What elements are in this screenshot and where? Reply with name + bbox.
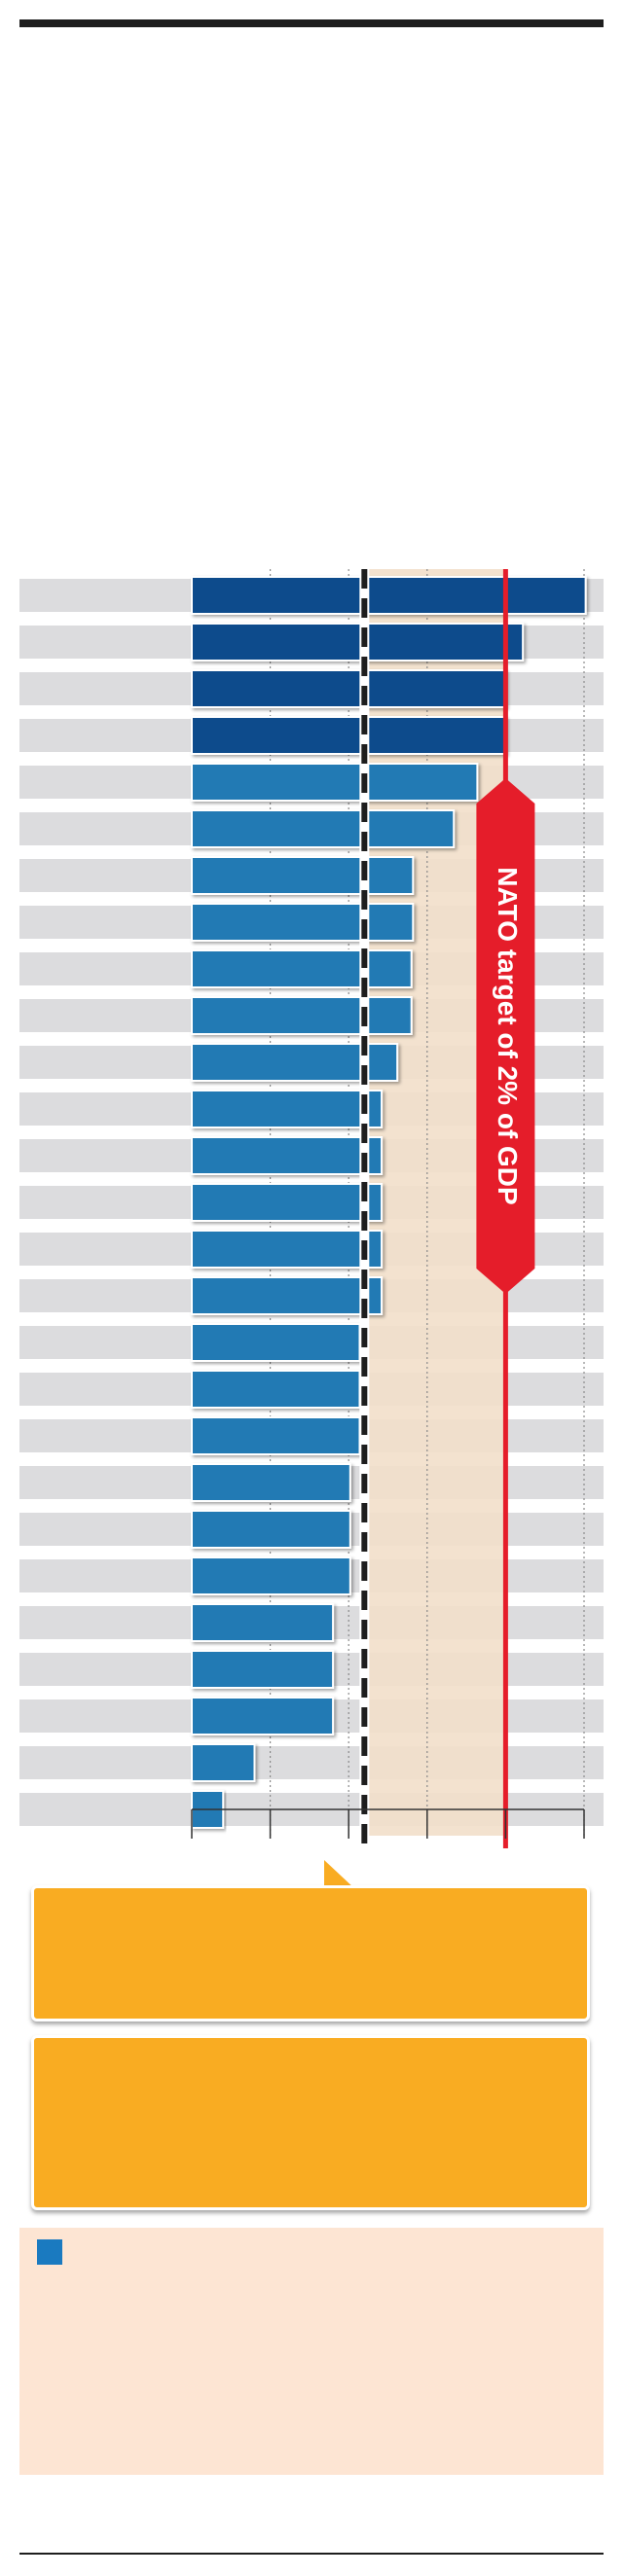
bar [191, 576, 587, 615]
bar [191, 1370, 361, 1409]
row-stripe [19, 1746, 604, 1779]
bar [191, 1556, 351, 1595]
bar [191, 1463, 351, 1502]
bar [191, 1323, 361, 1362]
nato-target-arrow [476, 778, 535, 1294]
bar [191, 623, 525, 662]
bar [191, 1603, 335, 1642]
bar [191, 903, 415, 942]
bar [191, 1090, 384, 1128]
bar [191, 1230, 384, 1269]
bar-chart: NATO target of 2% of GDP [19, 569, 604, 1848]
bar [191, 1697, 335, 1735]
bar [191, 669, 507, 708]
bar [191, 1136, 384, 1175]
bar [191, 856, 415, 895]
legend-swatch [37, 2239, 62, 2265]
bottom-rule [19, 2553, 604, 2555]
bar [191, 1743, 256, 1782]
bars [191, 576, 587, 1829]
bar [191, 763, 479, 802]
bar [191, 996, 413, 1035]
bar [191, 1510, 351, 1549]
bar [191, 1183, 384, 1222]
top-rule [19, 19, 604, 27]
callout-box-secondary [31, 2035, 590, 2210]
legend-box [19, 2228, 604, 2475]
bar [191, 1650, 335, 1689]
nato-target-label-group: NATO target of 2% of GDP [476, 778, 535, 1294]
callout-tail [324, 1860, 355, 1889]
callout-box [31, 1885, 590, 2021]
bar [191, 1276, 384, 1315]
bar [191, 716, 507, 755]
nato-target-label: NATO target of 2% of GDP [493, 867, 523, 1204]
bar [191, 949, 413, 988]
x-axis [191, 1808, 585, 1839]
bar [191, 809, 456, 848]
bar [191, 1416, 361, 1455]
